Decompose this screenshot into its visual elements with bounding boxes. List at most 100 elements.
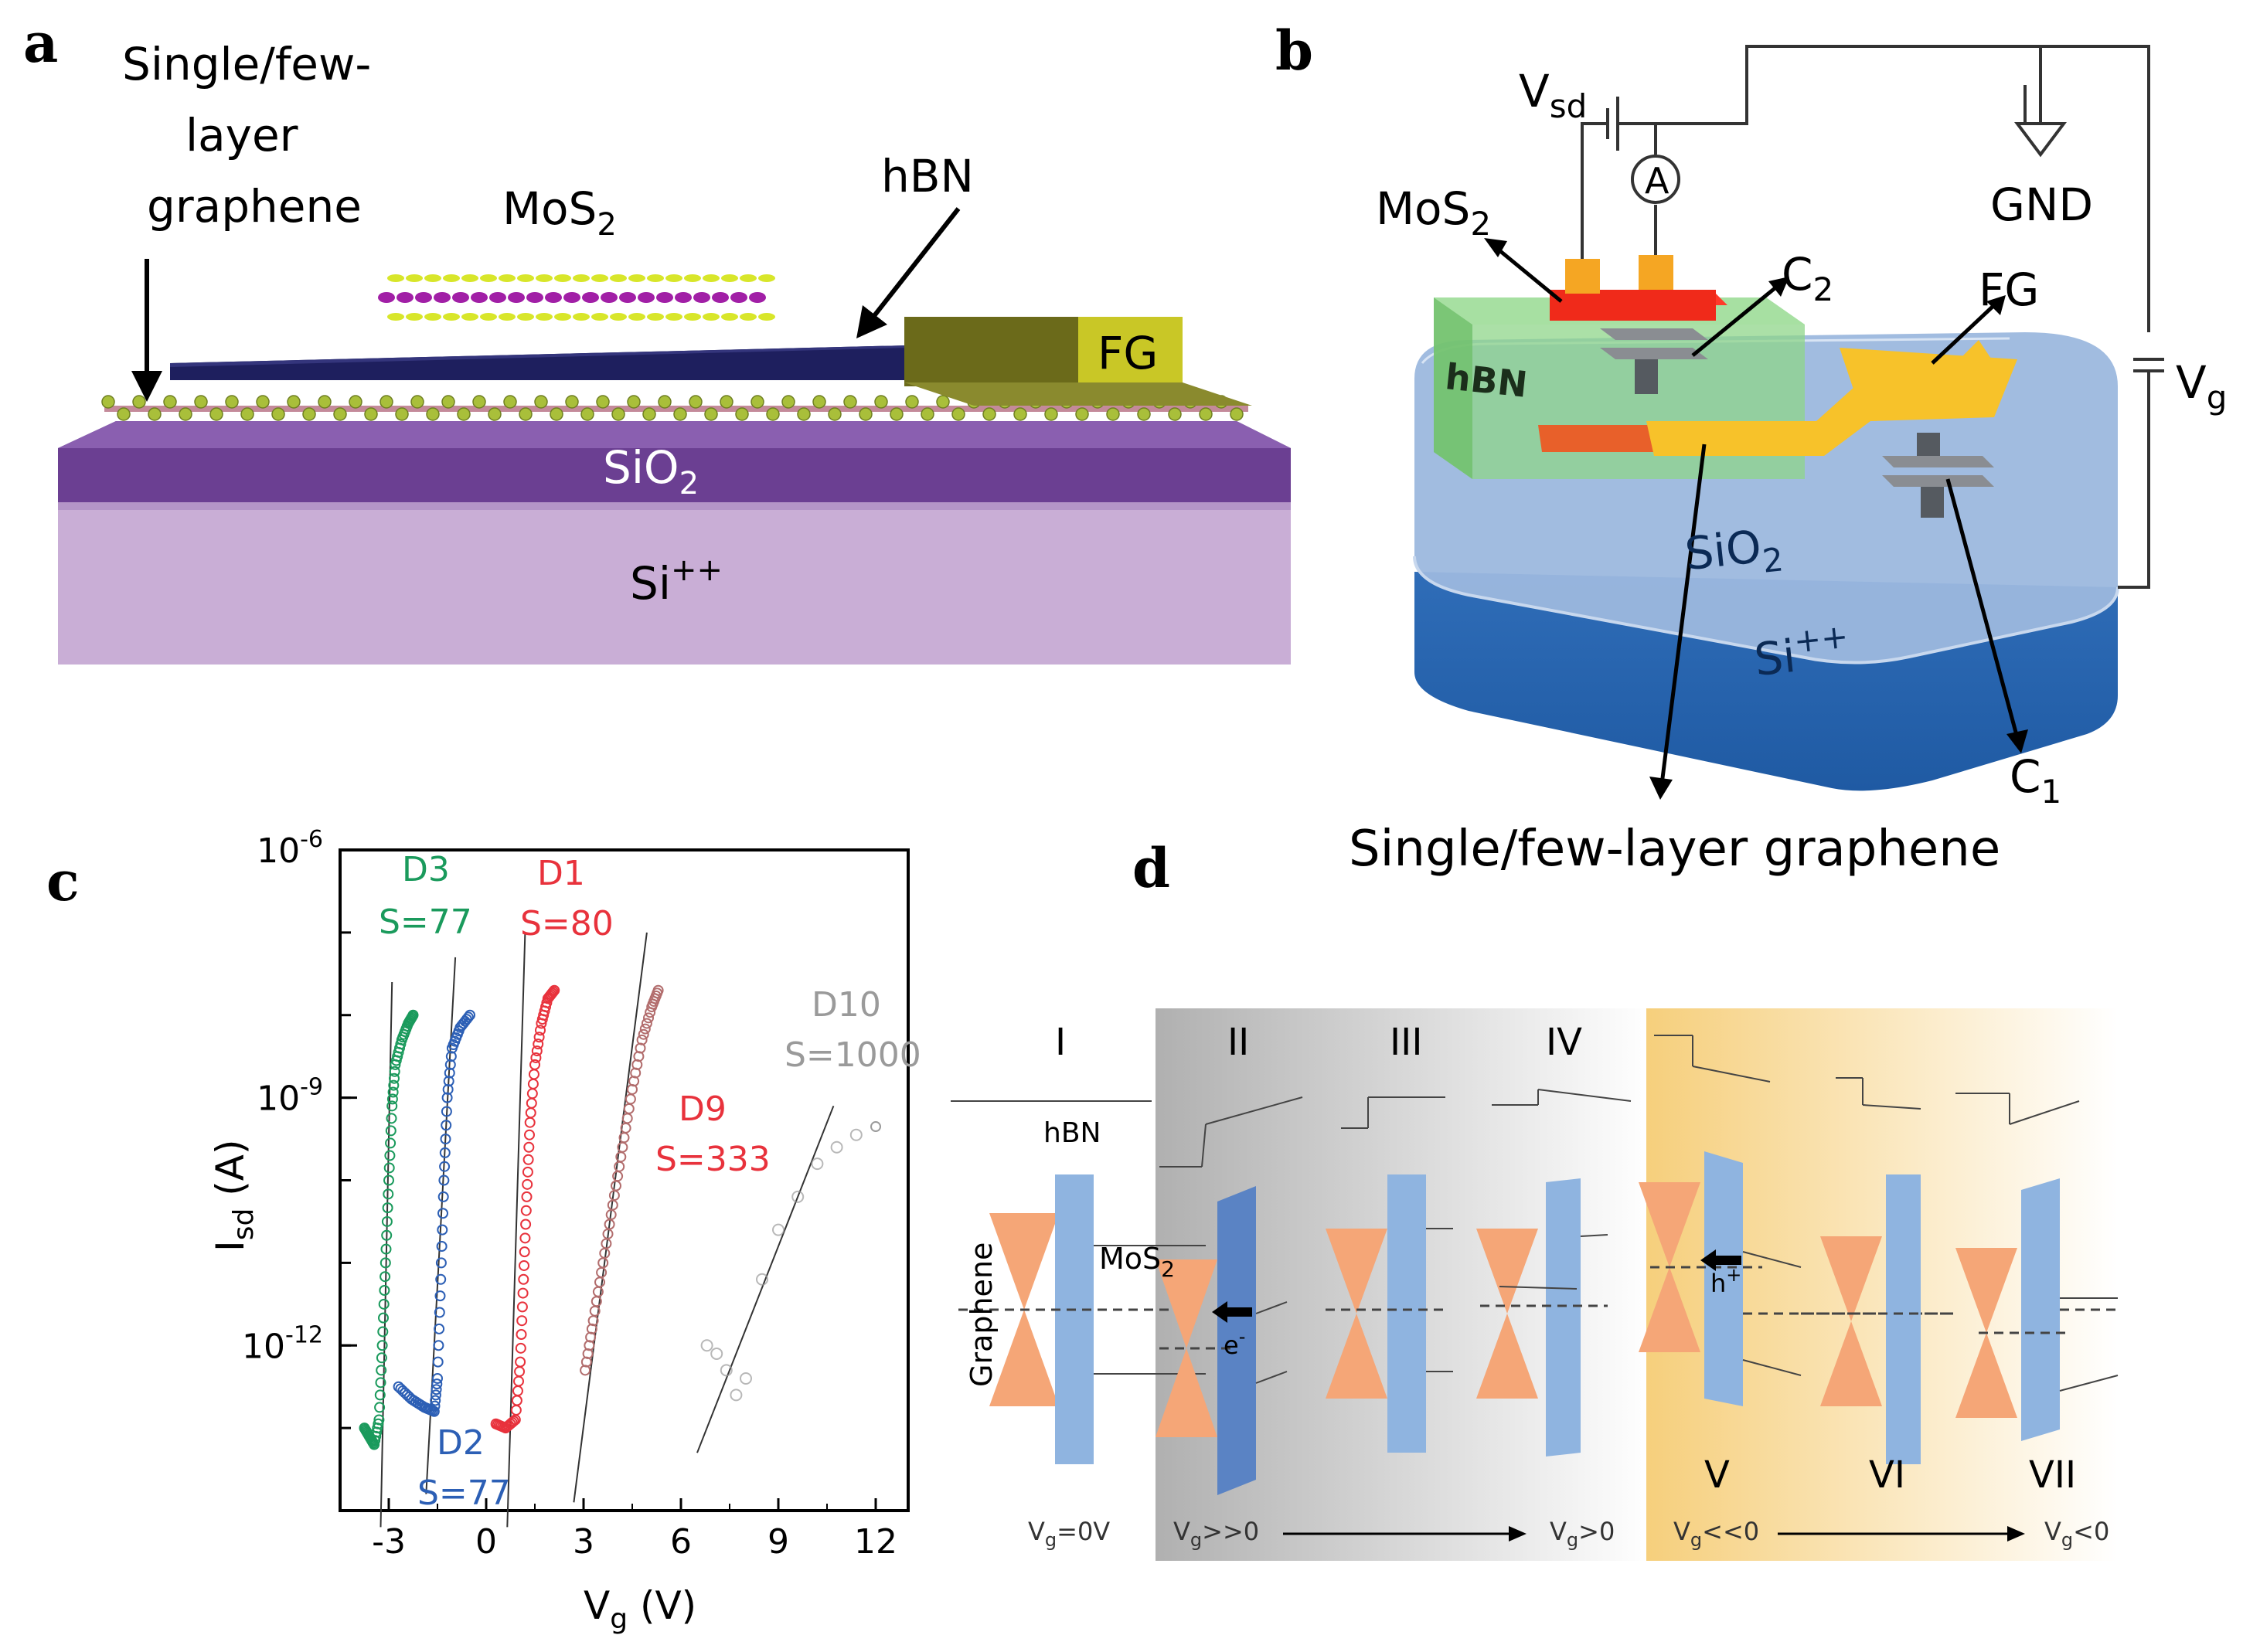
sio2-label: SiO2 [603, 441, 699, 501]
region-label-7: VII [2029, 1453, 2076, 1497]
point-d2 [430, 1395, 441, 1406]
point-d2 [429, 1400, 441, 1412]
graphene-dirac-cone [1820, 1236, 1882, 1406]
band-line [1499, 1286, 1578, 1290]
point-d9 [643, 1012, 654, 1024]
data-points [359, 984, 881, 1450]
graphene-atom [457, 407, 471, 421]
point-d1 [520, 1205, 532, 1216]
graphene-atom [580, 407, 594, 421]
point-d1 [546, 987, 558, 999]
hbn-slab [170, 344, 978, 380]
s-atom [721, 274, 738, 282]
s-atom [424, 313, 441, 321]
band-line [1862, 1104, 1921, 1110]
point-d3 [407, 1009, 419, 1021]
y-tick-label: 10-9 [257, 1074, 323, 1119]
point-d1 [535, 1025, 546, 1036]
mo-atom [397, 292, 414, 303]
fit-line-d10 [696, 1105, 835, 1453]
graphene-atom [380, 395, 393, 409]
point-d9 [639, 1023, 651, 1035]
point-d2 [444, 1059, 456, 1070]
point-d2 [436, 1241, 448, 1252]
point-d9 [652, 984, 664, 996]
hbn-label-b: hBN [1443, 355, 1529, 406]
s-atom [591, 313, 608, 321]
point-d3 [380, 1271, 391, 1283]
graphene-atom [488, 407, 502, 421]
region-label-5: V [1704, 1453, 1730, 1497]
point-d1 [522, 1154, 534, 1165]
s-atom [628, 274, 645, 282]
graphene-atom [287, 395, 301, 409]
series-label-d9-name: D9 [679, 1089, 727, 1129]
graphene-atom [225, 395, 239, 409]
point-d10 [730, 1389, 743, 1402]
mo-atom [378, 292, 395, 303]
graphene-atom [163, 395, 177, 409]
graphene-dirac-cone [1955, 1248, 2017, 1418]
point-d1 [529, 1059, 540, 1070]
hbn-barrier [1704, 1151, 1743, 1406]
point-d2 [435, 1273, 447, 1285]
s-atom [536, 313, 553, 321]
point-d10 [772, 1223, 785, 1236]
band-line [1742, 1359, 1802, 1376]
mo-atom [619, 292, 636, 303]
s-atom [443, 274, 460, 282]
point-d1 [523, 1141, 535, 1153]
band-line [1742, 1251, 1802, 1268]
fg-electrode-b [1646, 340, 1994, 456]
s-atom [499, 313, 516, 321]
s-atom [610, 313, 627, 321]
hbn-barrier [1217, 1186, 1256, 1495]
point-d9 [638, 1028, 649, 1040]
point-d9 [580, 1365, 591, 1376]
mo-atom [489, 292, 506, 303]
point-d10 [740, 1372, 752, 1385]
point-d3 [376, 1352, 387, 1364]
y-tick-label: 10-12 [242, 1321, 323, 1366]
s-atom [628, 313, 645, 321]
series-label-d10-s: S=1000 [785, 1035, 921, 1075]
mos2-flake [1550, 290, 1716, 321]
graphene-dirac-cone [1639, 1182, 1700, 1352]
point-d3 [383, 1188, 394, 1200]
mo-atom [730, 292, 747, 303]
graphene-atom [426, 407, 440, 421]
point-d3 [383, 1162, 395, 1174]
hbn-label: hBN [881, 150, 974, 202]
panel-label-a: a [23, 11, 58, 75]
fg-label: FG [1098, 327, 1158, 379]
mos2-label-d: MoS2 [1099, 1242, 1175, 1282]
point-d1 [533, 1038, 544, 1050]
s-atom [591, 274, 608, 282]
graphene-atom [951, 407, 965, 421]
mo-atom [656, 292, 673, 303]
point-d3 [395, 1038, 407, 1050]
fit-line-d9 [573, 932, 648, 1503]
mo-atom [749, 292, 766, 303]
point-d1 [547, 986, 559, 998]
graphene-atom [1230, 407, 1244, 421]
graphene-atom [1168, 407, 1182, 421]
c1-label: C1 [2010, 750, 2061, 811]
point-d1 [521, 1191, 533, 1202]
graphene-atom [302, 407, 316, 421]
graphene-atom [179, 407, 192, 421]
point-d2 [462, 1011, 474, 1023]
point-d2 [439, 1147, 451, 1158]
point-d2 [433, 1340, 444, 1351]
s-atom [461, 313, 478, 321]
band-diagrams [951, 1035, 2119, 1495]
band-line [1201, 1123, 1207, 1168]
graphene-atom [333, 407, 347, 421]
point-d3 [385, 1125, 397, 1137]
graphene-atom [318, 395, 332, 409]
point-d3 [379, 1285, 390, 1296]
y-tick-label: 10-6 [257, 826, 323, 871]
point-d2 [442, 1083, 454, 1095]
point-d3 [374, 1389, 386, 1401]
graphene-atom [209, 407, 223, 421]
